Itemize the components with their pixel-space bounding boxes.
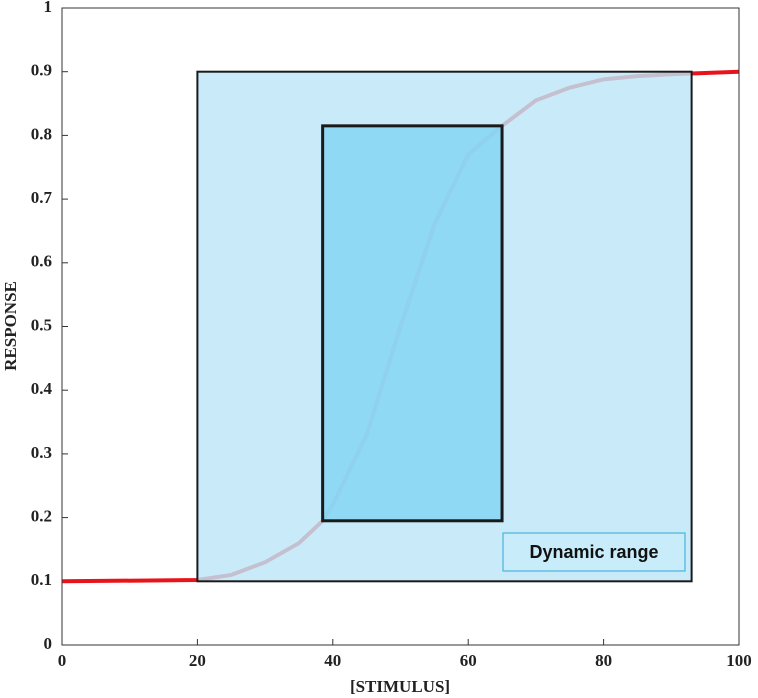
x-tick-label: 80 (595, 651, 612, 670)
y-tick-label: 0.7 (31, 188, 53, 207)
y-tick-label: 0.5 (31, 315, 52, 334)
range-box (321, 124, 504, 523)
x-tick-label: 100 (726, 651, 752, 670)
x-tick-label: 0 (58, 651, 67, 670)
annotation: Dynamic range (529, 542, 658, 562)
y-tick-label: 0.9 (31, 61, 52, 80)
x-tick-label: 60 (460, 651, 477, 670)
plot-frame (61, 7, 740, 646)
y-tick-label: 0.3 (31, 443, 52, 462)
y-tick-label: 0.8 (31, 124, 52, 143)
y-tick-label: 0.1 (31, 570, 52, 589)
x-tick-label: 40 (324, 651, 341, 670)
y-tick-label: 0.2 (31, 507, 52, 526)
x-axis-label: [STIMULUS] (350, 677, 450, 696)
annotation-box (502, 532, 686, 572)
x-tick-label: 20 (189, 651, 206, 670)
y-tick-label: 0 (44, 634, 53, 653)
y-tick-label: 1 (44, 0, 53, 16)
y-tick-label: 0.4 (31, 379, 53, 398)
y-tick-label: 0.6 (31, 252, 52, 271)
y-axis-label: RESPONSE (1, 281, 20, 371)
